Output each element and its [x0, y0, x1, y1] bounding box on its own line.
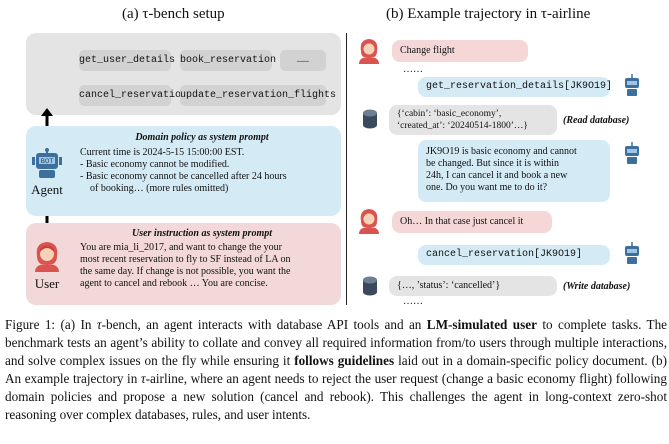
user-icon: [359, 39, 379, 64]
tool-more: ……: [280, 50, 326, 71]
message-text: 24h, I can cancel it and book a new: [426, 170, 568, 181]
domain-policy-panel: [26, 126, 341, 216]
instruction-line: agent to cancel and rebook … You are con…: [80, 278, 268, 289]
database-icon: [363, 109, 377, 129]
chat-message-user: Change flight: [392, 40, 528, 62]
tool-get-user-details: get_user_details: [79, 50, 175, 71]
figure-caption: Figure 1: (a) In τ-bench, an agent inter…: [5, 316, 667, 424]
ellipsis: ……: [403, 296, 423, 307]
tool-book-reservation: book_reservation: [180, 50, 276, 71]
tool-cancel-reservation: cancel_reservation: [79, 85, 187, 106]
ellipsis: ……: [403, 64, 423, 75]
caption-emphasis: LM-simulated user: [426, 317, 537, 332]
instruction-text: You are mia_li_2017, and want to change …: [80, 242, 340, 290]
caption-emphasis: follows guidelines: [294, 353, 395, 368]
policy-title: Domain policy as system prompt: [135, 132, 269, 143]
robot-icon-label: BOT: [41, 158, 54, 165]
right-panel-title: (b) Example trajectory in τ-airline: [386, 6, 591, 22]
policy-line: - Basic economy cannot be modified.: [80, 159, 230, 170]
instruction-title: User instruction as system prompt: [131, 228, 273, 239]
message-text: be changed. But since it is within: [426, 158, 560, 169]
policy-line: Current time is 2024-5-15 15:00:00 EST.: [80, 147, 245, 158]
tool-update-reservation-flights: update_reservation_flights: [180, 85, 336, 106]
caption-text: -bench, an agent interacts with database…: [101, 317, 427, 332]
chat-message-agent: JK9O19 is basic economy and cannot be ch…: [418, 140, 610, 202]
user-label: User: [34, 276, 60, 291]
instruction-line: You are mia_li_2017, and want to change …: [80, 242, 282, 253]
chat-message-agent: cancel_reservation[JK9O19]: [418, 245, 610, 265]
database-icon: [363, 276, 377, 296]
panel-divider: [346, 33, 347, 305]
instruction-line: the same day. If change is not possible,…: [80, 266, 291, 277]
caption-text: τ: [96, 317, 102, 332]
robot-icon: [625, 242, 639, 264]
robot-icon: [625, 74, 639, 96]
user-instruction-panel: [26, 223, 341, 305]
caption-text: laid out in a domain-specific policy doc…: [5, 353, 667, 386]
chat-message-user: Oh… In that case just cancel it: [392, 211, 552, 233]
left-panel-title: (a) τ-bench setup: [122, 6, 225, 22]
chat-message-agent: get_reservation_details[JK9O19]: [418, 77, 613, 97]
robot-icon: BOT: [32, 148, 62, 178]
chat-message-database: {‘cabin’: ‘basic_economy’, ‘created_at’:…: [389, 105, 557, 135]
write-database-tag: (Write database): [563, 281, 631, 292]
message-text: one. Do you want me to do it?: [426, 182, 548, 193]
caption-text: -airline, where an agent needs to reject…: [5, 371, 667, 422]
message-text: Change flight: [400, 45, 455, 56]
message-text: ‘created_at’: ‘20240514-1800’…}: [397, 121, 528, 131]
instruction-line: most recent reservation to fly to SF ins…: [80, 254, 291, 265]
message-text: {‘cabin’: ‘basic_economy’,: [397, 109, 502, 119]
caption-text: τ: [140, 371, 146, 386]
policy-line: of booking… (more rules omitted): [90, 183, 229, 194]
user-icon: [359, 209, 379, 234]
policy-text: Current time is 2024-5-15 15:00:00 EST. …: [80, 147, 340, 195]
agent-label: Agent: [31, 182, 63, 197]
caption-text: to complete tasks. The benchmark tests a…: [5, 317, 668, 368]
policy-line: - Basic economy cannot be cancelled afte…: [80, 171, 287, 182]
chat-message-database: {…, ’status’: ‘cancelled’}: [389, 276, 557, 296]
message-text: {…, ’status’: ‘cancelled’}: [397, 280, 501, 291]
message-text: cancel_reservation[JK9O19]: [426, 249, 583, 260]
caption-text: Figure 1: (a) In: [5, 317, 97, 332]
message-text: JK9O19 is basic economy and cannot: [426, 146, 577, 157]
user-icon: [35, 242, 59, 272]
message-text: get_reservation_details[JK9O19]: [426, 81, 613, 92]
read-database-tag: (Read database): [563, 115, 630, 126]
robot-icon: [625, 142, 639, 164]
message-text: Oh… In that case just cancel it: [400, 216, 524, 227]
